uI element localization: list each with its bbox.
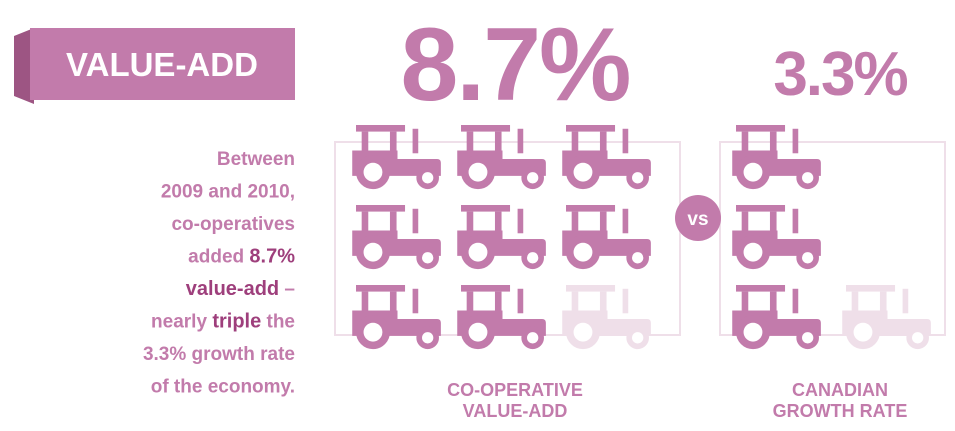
description-emphasis: 8.7% xyxy=(249,246,295,268)
panel-label: CANADIAN xyxy=(792,380,888,400)
description-text: the xyxy=(261,312,295,333)
description-line: value-add – xyxy=(186,278,295,300)
tractor-icon xyxy=(732,125,821,186)
description-emphasis: triple xyxy=(212,311,261,333)
description-text: nearly xyxy=(151,312,212,333)
description-emphasis: value-add xyxy=(186,278,279,300)
vs-text: vs xyxy=(687,209,708,230)
description-line: Between xyxy=(217,149,295,170)
banner-box xyxy=(30,28,295,100)
description-text: co-operatives xyxy=(171,214,295,235)
description-text: 3.3% growth rate xyxy=(143,344,295,365)
panel-label: VALUE-ADD xyxy=(463,401,568,421)
tractor-icon xyxy=(562,125,651,186)
tractor-icon xyxy=(562,285,651,346)
tractor-icon xyxy=(352,205,441,266)
big-number: 3.3% xyxy=(773,40,907,109)
tractor-icon xyxy=(352,285,441,346)
description: Between 2009 and 2010, co-operatives added … xyxy=(143,149,295,398)
tractor-icon xyxy=(842,285,931,346)
description-line: co-operatives xyxy=(171,214,295,235)
description-line: 3.3% growth rate xyxy=(143,344,295,365)
panel-label: CO-OPERATIVE xyxy=(447,380,583,400)
big-number: 8.7% xyxy=(400,7,629,123)
tractor-icon xyxy=(732,205,821,266)
description-text: Between xyxy=(217,149,295,170)
tractor-icon xyxy=(457,205,546,266)
tractor-icon xyxy=(457,125,546,186)
description-line: added 8.7% xyxy=(188,246,295,268)
tractor-icon xyxy=(562,205,651,266)
description-text: 2009 and 2010, xyxy=(161,182,295,203)
description-line: of the economy. xyxy=(151,377,295,398)
panel-frame xyxy=(719,141,946,336)
panel-label: GROWTH RATE xyxy=(773,401,908,421)
tractor-icon xyxy=(352,125,441,186)
description-text: added xyxy=(188,247,249,268)
description-text: – xyxy=(279,279,295,300)
description-line: nearly triple the xyxy=(151,311,295,333)
banner-fold xyxy=(14,28,34,104)
description-line: 2009 and 2010, xyxy=(161,182,295,203)
vs-badge xyxy=(675,195,721,241)
tractor-icon xyxy=(457,285,546,346)
description-text: of the economy. xyxy=(151,377,295,398)
tractor-icon xyxy=(732,285,821,346)
banner-title: VALUE-ADD xyxy=(66,46,258,83)
